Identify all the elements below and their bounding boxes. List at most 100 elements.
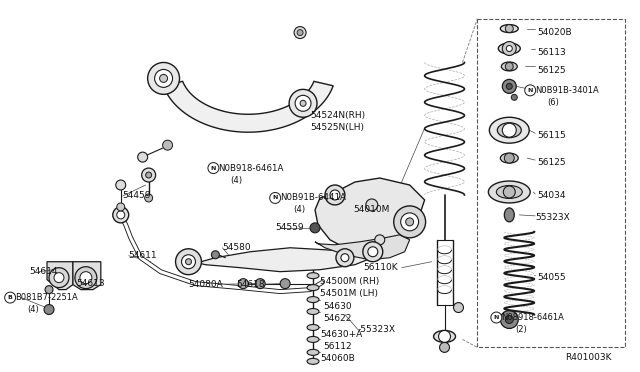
Circle shape [502,123,516,137]
Ellipse shape [307,273,319,279]
Polygon shape [315,178,424,252]
Polygon shape [180,240,385,272]
Text: 54060B: 54060B [320,354,355,363]
Circle shape [269,192,281,203]
Ellipse shape [307,296,319,302]
Text: N0B91B-6441A: N0B91B-6441A [280,193,346,202]
Circle shape [208,163,219,174]
Circle shape [438,330,451,342]
Text: 54020B: 54020B [537,28,572,37]
Circle shape [138,152,148,162]
Circle shape [186,259,191,265]
Circle shape [80,272,92,283]
Text: (6): (6) [547,98,559,107]
Text: N: N [527,88,533,93]
Circle shape [502,79,516,93]
Ellipse shape [501,62,517,71]
Circle shape [44,305,54,314]
Circle shape [525,85,536,96]
Text: 54618: 54618 [236,280,265,289]
Circle shape [511,94,517,100]
Circle shape [506,83,512,89]
Text: 56125: 56125 [537,66,566,75]
Ellipse shape [307,308,319,314]
Text: 54613: 54613 [76,279,104,288]
Ellipse shape [488,181,530,203]
Circle shape [341,254,349,262]
Text: 54501M (LH): 54501M (LH) [320,289,378,298]
Circle shape [440,342,449,352]
Text: N: N [273,195,278,201]
Ellipse shape [497,123,521,138]
Circle shape [506,25,513,33]
Circle shape [491,312,502,323]
Circle shape [502,42,516,55]
Text: 54055: 54055 [537,273,566,282]
Text: 56115: 56115 [537,131,566,140]
Ellipse shape [499,43,520,54]
Ellipse shape [307,285,319,291]
Circle shape [325,185,345,205]
Circle shape [175,249,202,275]
Text: R401003K: R401003K [565,353,612,362]
Circle shape [145,194,152,202]
Circle shape [503,186,515,198]
Circle shape [406,218,413,226]
Text: N0B918-6461A: N0B918-6461A [218,164,284,173]
Bar [477,19,625,347]
Ellipse shape [490,117,529,143]
Circle shape [363,242,383,262]
Text: 54034: 54034 [537,192,566,201]
Circle shape [255,279,265,289]
Text: (2): (2) [515,325,527,334]
Ellipse shape [500,153,518,163]
Circle shape [49,268,69,288]
Text: (4): (4) [27,305,39,314]
Circle shape [54,273,64,283]
Text: 56113: 56113 [537,48,566,57]
Circle shape [454,302,463,312]
Circle shape [401,213,419,231]
Ellipse shape [307,349,319,355]
Circle shape [506,45,512,51]
Text: N08918-6461A: N08918-6461A [501,313,564,322]
Circle shape [295,95,311,111]
Circle shape [141,168,156,182]
Circle shape [375,235,385,245]
Ellipse shape [500,25,518,33]
Text: 56112: 56112 [323,342,351,351]
Circle shape [506,62,513,70]
Ellipse shape [307,358,319,364]
Text: (4): (4) [293,205,305,214]
Text: 54525N(LH): 54525N(LH) [310,123,364,132]
Text: 54614: 54614 [29,267,58,276]
Ellipse shape [307,336,319,342]
Circle shape [159,74,168,82]
Circle shape [116,180,125,190]
Circle shape [336,249,354,267]
Text: 54630: 54630 [323,302,351,311]
Circle shape [146,172,152,178]
Circle shape [238,279,248,289]
Circle shape [297,30,303,36]
Text: B081B7-2251A: B081B7-2251A [15,293,78,302]
Text: 54010M: 54010M [353,205,390,214]
Circle shape [4,292,15,303]
Text: 54611: 54611 [129,251,157,260]
Circle shape [211,251,220,259]
Circle shape [163,140,173,150]
Text: N: N [211,166,216,171]
Text: B: B [8,295,13,300]
Circle shape [300,100,306,106]
Text: 54080A: 54080A [189,280,223,289]
Text: 54559: 54559 [275,223,304,232]
Circle shape [330,190,340,200]
Circle shape [45,286,53,294]
Text: 55323X: 55323X [535,214,570,222]
Polygon shape [47,262,73,290]
Text: 54630+A: 54630+A [320,330,362,339]
Text: 54622: 54622 [323,314,351,323]
Text: -55323X: -55323X [358,325,396,334]
Circle shape [116,203,125,211]
Circle shape [155,70,173,87]
